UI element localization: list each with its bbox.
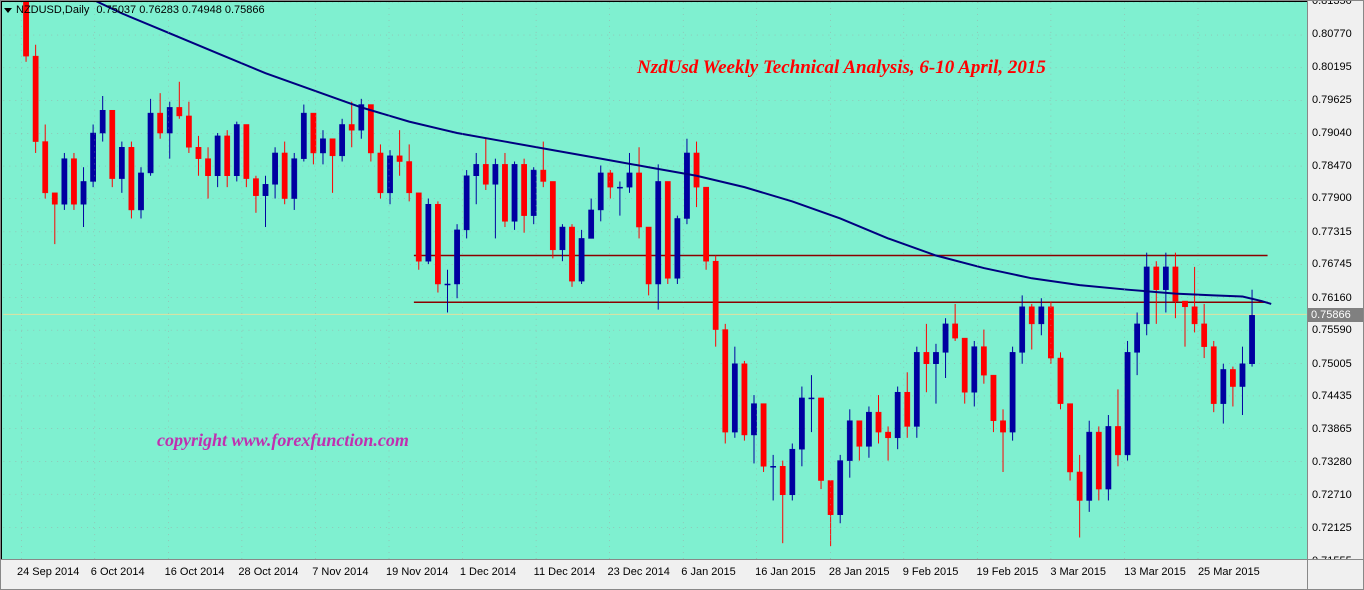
chart-title: NzdUsd Weekly Technical Analysis, 6-10 A… xyxy=(637,57,1046,79)
price-axis: 0.81350 0.80770 0.80195 0.79625 0.79040 0.784… xyxy=(1307,1,1363,561)
time-axis-label: 24 Sep 2014 xyxy=(17,566,79,578)
chart-canvas xyxy=(2,2,1308,560)
price-axis-label: 0.72710 xyxy=(1312,489,1352,501)
time-axis-label: 19 Nov 2014 xyxy=(386,566,448,578)
price-axis-label: 0.76745 xyxy=(1312,258,1352,270)
price-axis-label: 0.77315 xyxy=(1312,226,1352,238)
time-axis-label: 25 Mar 2015 xyxy=(1198,566,1260,578)
chart-window: NZDUSD,Daily 0.75037 0.76283 0.74948 0.7… xyxy=(0,0,1364,590)
price-axis-label: 0.74435 xyxy=(1312,390,1352,402)
time-axis-label: 28 Jan 2015 xyxy=(829,566,890,578)
price-axis-label: 0.72125 xyxy=(1312,522,1352,534)
time-axis-label: 6 Jan 2015 xyxy=(681,566,735,578)
dropdown-icon[interactable] xyxy=(4,8,12,13)
time-axis-label: 16 Oct 2014 xyxy=(165,566,225,578)
time-axis-label: 9 Feb 2015 xyxy=(903,566,959,578)
time-axis-label: 23 Dec 2014 xyxy=(607,566,669,578)
price-axis-label: 0.76160 xyxy=(1312,292,1352,304)
time-axis-label: 1 Dec 2014 xyxy=(460,566,516,578)
price-axis-label: 0.75590 xyxy=(1312,324,1352,336)
price-axis-label: 0.78470 xyxy=(1312,160,1352,172)
price-axis-label: 0.79625 xyxy=(1312,94,1352,106)
chart-ohlc: 0.75037 0.76283 0.74948 0.75866 xyxy=(96,4,264,16)
time-axis-label: 19 Feb 2015 xyxy=(977,566,1039,578)
time-axis-label: 11 Dec 2014 xyxy=(534,566,596,578)
price-axis-label: 0.75005 xyxy=(1312,358,1352,370)
chart-header: NZDUSD,Daily 0.75037 0.76283 0.74948 0.7… xyxy=(4,4,265,16)
price-axis-label: 0.80195 xyxy=(1312,61,1352,73)
time-axis-label: 16 Jan 2015 xyxy=(755,566,816,578)
time-axis: 24 Sep 2014 6 Oct 2014 16 Oct 2014 28 Oct 2… xyxy=(1,559,1309,589)
copyright-label: copyright www.forexfunction.com xyxy=(157,430,409,451)
price-axis-label: 0.77900 xyxy=(1312,192,1352,204)
time-axis-label: 28 Oct 2014 xyxy=(238,566,298,578)
current-price-marker: 0.75866 xyxy=(1308,308,1363,322)
time-axis-label: 3 Mar 2015 xyxy=(1050,566,1106,578)
price-axis-label: 0.79040 xyxy=(1312,127,1352,139)
time-axis-label: 13 Mar 2015 xyxy=(1124,566,1186,578)
axis-corner xyxy=(1307,559,1363,589)
price-axis-label: 0.73280 xyxy=(1312,456,1352,468)
price-axis-label: 0.81350 xyxy=(1312,0,1352,7)
time-axis-label: 6 Oct 2014 xyxy=(91,566,145,578)
chart-symbol: NZDUSD,Daily xyxy=(16,4,89,16)
price-axis-label: 0.80770 xyxy=(1312,28,1352,40)
time-axis-label: 7 Nov 2014 xyxy=(312,566,368,578)
chart-plot-area[interactable]: NZDUSD,Daily 0.75037 0.76283 0.74948 0.7… xyxy=(1,1,1309,561)
price-axis-label: 0.73865 xyxy=(1312,423,1352,435)
